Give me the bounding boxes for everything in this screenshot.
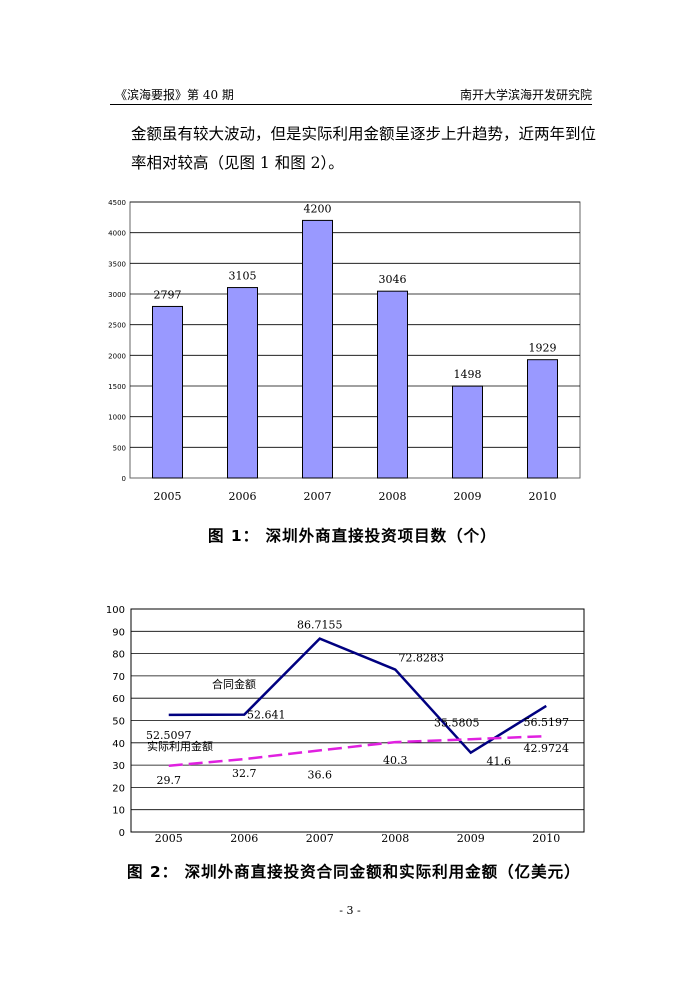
y-tick-label: 1500 (108, 383, 126, 391)
y-tick-label: 90 (112, 627, 125, 638)
y-tick-label: 4000 (108, 230, 126, 238)
x-tick-label: 2006 (230, 832, 258, 845)
header-publication: 《滨海要报》第 40 期 (115, 88, 234, 102)
data-label: 42.9724 (524, 742, 570, 755)
x-tick-label: 2009 (457, 832, 485, 845)
series-line (168, 637, 547, 755)
bar (152, 305, 183, 479)
header-institute: 南开大学滨海开发研究院 (459, 88, 592, 102)
plot-area (129, 201, 581, 479)
y-tick-label: 60 (112, 694, 125, 705)
x-tick-label: 2005 (154, 490, 182, 503)
data-label: 3046 (379, 273, 407, 286)
y-tick-label: 500 (113, 444, 126, 452)
figure-1-caption: 图 1： 深圳外商直接投资项目数（个） (208, 527, 497, 545)
header-divider (110, 104, 592, 105)
y-tick-label: 1000 (108, 414, 126, 422)
page-number: - 3 - (339, 904, 361, 917)
data-label: 32.7 (232, 767, 257, 780)
y-tick-label: 0 (119, 828, 125, 839)
data-label: 52.5097 (146, 729, 192, 742)
data-label: 40.3 (383, 754, 408, 767)
x-tick-label: 2009 (454, 490, 482, 503)
data-label: 41.6 (487, 755, 512, 768)
x-tick-label: 2006 (229, 490, 257, 503)
y-tick-label: 50 (112, 717, 125, 728)
bar (227, 287, 258, 479)
data-label: 35.5805 (434, 717, 480, 730)
data-label: 4200 (304, 202, 332, 215)
bar (452, 385, 483, 479)
y-tick-label: 20 (112, 783, 125, 794)
bar (302, 219, 333, 479)
data-label: 3105 (229, 270, 257, 283)
y-tick-label: 2500 (108, 322, 126, 330)
data-label: 36.6 (308, 768, 333, 781)
y-tick-label: 100 (106, 605, 125, 616)
data-label: 29.7 (157, 774, 182, 787)
x-tick-label: 2008 (379, 490, 407, 503)
figure-2-caption: 图 2： 深圳外商直接投资合同金额和实际利用金额（亿美元） (127, 863, 581, 881)
data-label: 2797 (154, 288, 182, 301)
data-label: 86.7155 (297, 619, 343, 632)
x-tick-label: 2010 (529, 490, 557, 503)
y-tick-label: 3000 (108, 291, 126, 299)
x-tick-label: 2007 (306, 832, 334, 845)
series-label: 实际利用金额 (147, 739, 213, 753)
paragraph-line-2: 率相对较高（见图 1 和图 2）。 (131, 154, 344, 172)
y-tick-label: 70 (112, 672, 125, 683)
bar (377, 290, 408, 479)
y-tick-label: 2000 (108, 352, 126, 360)
body-paragraph: 金额虽有较大波动，但是实际利用金额呈逐步上升趋势，近两年到位 率相对较高（见图 … (131, 120, 601, 178)
x-tick-label: 2008 (381, 832, 409, 845)
y-tick-label: 4500 (108, 199, 126, 207)
series-line (168, 734, 547, 768)
x-tick-label: 2010 (532, 832, 560, 845)
y-tick-label: 80 (112, 650, 125, 661)
y-tick-label: 30 (112, 761, 125, 772)
series-label: 合同金额 (212, 677, 256, 691)
data-label: 1498 (454, 368, 482, 381)
y-tick-label: 0 (122, 475, 126, 483)
y-tick-label: 40 (112, 739, 125, 750)
y-tick-label: 10 (112, 806, 125, 817)
data-label: 52.641 (247, 709, 286, 722)
data-label: 1929 (529, 342, 557, 355)
paragraph-line-1: 金额虽有较大波动，但是实际利用金额呈逐步上升趋势，近两年到位 (131, 125, 597, 143)
y-tick-label: 3500 (108, 260, 126, 268)
data-label: 72.8283 (399, 652, 445, 665)
x-tick-label: 2007 (304, 490, 332, 503)
bar (527, 359, 558, 479)
x-tick-label: 2005 (155, 832, 183, 845)
data-label: 56.5197 (524, 716, 570, 729)
